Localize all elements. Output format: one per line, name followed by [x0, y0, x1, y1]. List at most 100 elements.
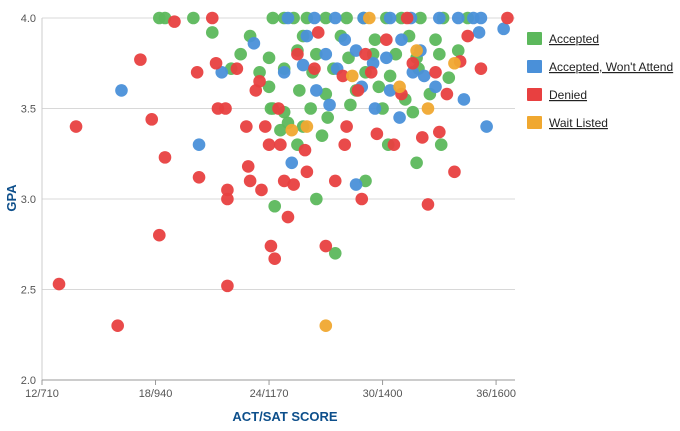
point-accepted-won-t-attend — [285, 156, 299, 170]
point-accepted-won-t-attend — [310, 84, 323, 97]
point-accepted-won-t-attend — [380, 51, 393, 65]
point-denied — [272, 102, 285, 115]
point-denied — [277, 174, 291, 188]
point-denied — [134, 53, 147, 66]
point-accepted-won-t-attend — [383, 84, 397, 97]
point-accepted-won-t-attend — [472, 26, 486, 39]
point-accepted — [414, 11, 427, 25]
point-denied — [319, 239, 333, 253]
point-denied — [380, 33, 393, 47]
point-accepted-won-t-attend — [215, 66, 229, 79]
point-denied — [448, 165, 461, 179]
point-denied — [355, 192, 369, 206]
point-denied — [370, 127, 384, 141]
point-accepted — [344, 98, 357, 112]
y-tick-label: 2.0 — [21, 375, 36, 387]
y-tick-label: 3.5 — [21, 104, 36, 116]
point-denied — [440, 87, 454, 101]
y-tick-label: 4.0 — [21, 13, 36, 25]
point-denied — [364, 66, 378, 79]
point-accepted — [451, 44, 465, 57]
point-denied — [336, 69, 350, 83]
point-accepted — [434, 138, 448, 151]
point-accepted — [319, 11, 333, 25]
point-accepted-won-t-attend — [395, 33, 408, 47]
point-accepted — [372, 80, 386, 94]
point-denied — [258, 120, 272, 133]
point-accepted — [315, 129, 329, 142]
point-denied — [268, 252, 282, 266]
point-accepted-won-t-attend — [349, 178, 363, 191]
point-denied — [241, 160, 255, 173]
point-accepted-won-t-attend — [192, 138, 206, 151]
point-accepted-won-t-attend — [393, 111, 406, 124]
point-accepted — [359, 174, 372, 188]
point-denied — [359, 47, 372, 61]
point-denied — [274, 138, 287, 151]
point-accepted — [205, 26, 219, 39]
point-denied — [308, 62, 321, 75]
x-tick-label: 18/940 — [139, 388, 173, 400]
legend-swatch-denied — [527, 88, 542, 101]
point-accepted-won-t-attend — [323, 98, 336, 112]
point-accepted — [304, 102, 317, 115]
point-denied — [351, 84, 365, 97]
point-denied — [153, 228, 166, 242]
point-accepted — [383, 69, 397, 83]
x-tick-label: 24/1170 — [250, 388, 289, 400]
point-accepted — [406, 105, 420, 119]
point-denied — [400, 11, 414, 25]
point-accepted-won-t-attend — [247, 37, 261, 50]
point-denied — [221, 279, 234, 293]
point-accepted-won-t-attend — [417, 69, 431, 83]
point-denied — [501, 11, 514, 25]
point-denied — [474, 62, 488, 75]
point-accepted — [368, 33, 382, 47]
point-denied — [291, 47, 304, 61]
point-accepted-won-t-attend — [296, 58, 310, 72]
point-accepted — [340, 11, 353, 25]
point-accepted-won-t-attend — [457, 93, 471, 106]
data-points — [52, 11, 514, 333]
point-wait-listed — [410, 44, 423, 57]
point-denied — [168, 15, 181, 28]
y-tick-label: 3.0 — [21, 194, 36, 206]
point-accepted — [293, 84, 306, 97]
point-accepted-won-t-attend — [383, 11, 397, 25]
point-denied — [243, 174, 257, 188]
legend-label-denied: Denied — [549, 88, 587, 102]
point-denied — [387, 138, 401, 151]
point-wait-listed — [393, 80, 406, 94]
point-denied — [340, 120, 353, 133]
point-accepted — [234, 47, 247, 61]
point-accepted — [187, 11, 200, 25]
point-accepted-won-t-attend — [328, 11, 342, 25]
legend-swatch-wait-listed — [527, 116, 542, 129]
point-denied — [421, 198, 435, 211]
point-accepted-won-t-attend — [300, 29, 314, 43]
point-denied — [328, 174, 342, 188]
y-axis-title: GPA — [4, 184, 19, 212]
point-denied — [300, 165, 314, 179]
legend-swatch-accepted-won-t-attend — [527, 60, 542, 73]
point-denied — [406, 56, 420, 70]
x-tick-label: 30/1400 — [363, 388, 403, 400]
point-accepted-won-t-attend — [480, 120, 493, 133]
point-accepted — [429, 33, 442, 47]
point-accepted — [321, 111, 334, 124]
point-denied — [338, 138, 352, 151]
point-denied — [461, 29, 475, 43]
point-wait-listed — [363, 11, 376, 25]
legend: Accepted Accepted, Won't Attend Denied Wait… — [527, 32, 673, 130]
point-accepted-won-t-attend — [433, 11, 446, 25]
point-accepted-won-t-attend — [319, 47, 333, 61]
point-accepted-won-t-attend — [474, 11, 488, 25]
legend-label-accepted: Accepted — [549, 32, 599, 46]
point-denied — [253, 75, 266, 88]
point-denied — [281, 210, 295, 224]
y-tick-label: 2.5 — [21, 285, 36, 297]
point-denied — [205, 11, 219, 25]
point-denied — [219, 102, 232, 115]
point-wait-listed — [448, 56, 461, 70]
